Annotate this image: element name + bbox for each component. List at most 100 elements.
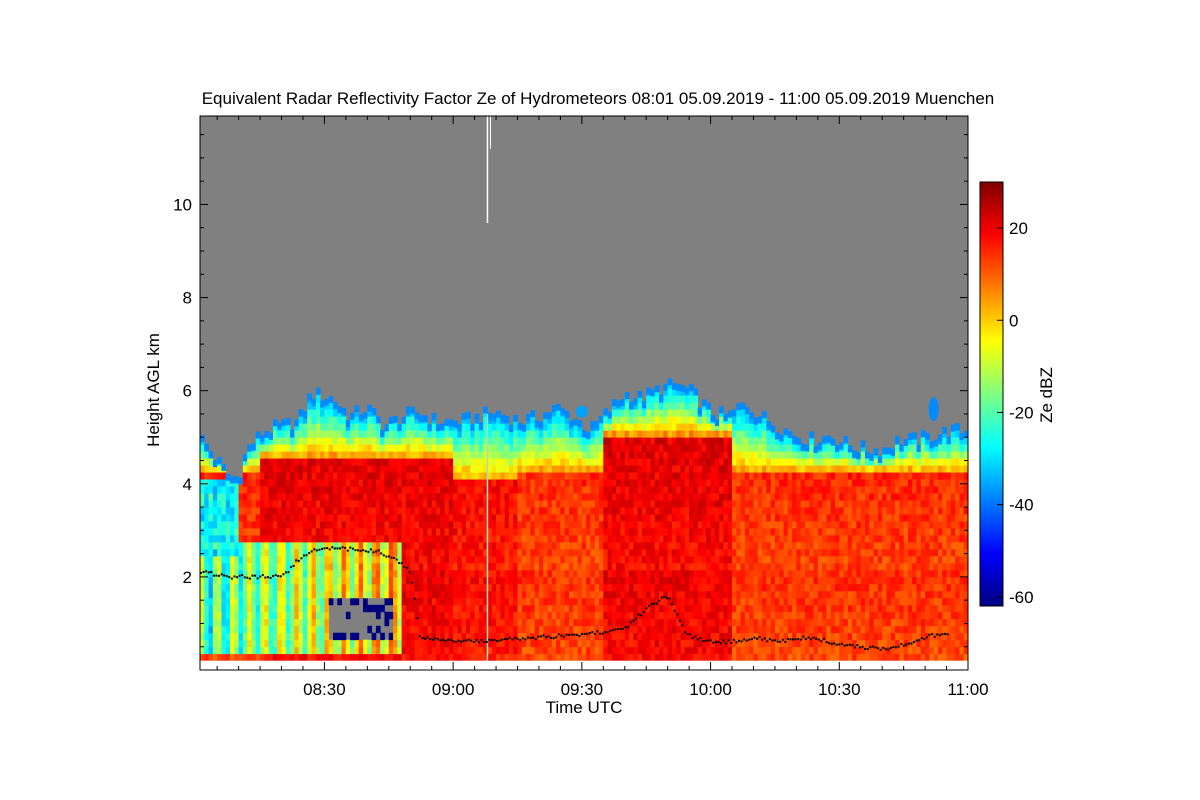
heat-cell bbox=[234, 548, 240, 557]
heat-cell bbox=[809, 507, 814, 515]
heat-cell bbox=[238, 611, 244, 620]
heat-cell bbox=[701, 444, 707, 452]
heat-cell bbox=[294, 639, 300, 648]
heat-cell bbox=[440, 562, 445, 571]
heat-cell bbox=[388, 500, 394, 508]
heat-cell bbox=[242, 646, 248, 655]
heat-cell bbox=[697, 479, 703, 487]
heat-cell bbox=[521, 590, 527, 599]
heat-cell bbox=[654, 639, 660, 648]
heat-cell bbox=[701, 569, 707, 578]
heat-cell bbox=[762, 472, 767, 480]
heat-cell bbox=[423, 479, 428, 487]
heat-cell bbox=[629, 500, 634, 508]
heat-cell bbox=[753, 625, 759, 634]
heat-cell bbox=[800, 604, 806, 613]
heat-cell bbox=[298, 534, 304, 543]
heat-cell bbox=[341, 479, 347, 487]
heat-cell bbox=[732, 639, 737, 648]
heat-cell bbox=[242, 465, 248, 473]
echo-top-edge bbox=[225, 473, 231, 481]
heat-cell bbox=[560, 534, 566, 543]
heat-cell bbox=[242, 541, 248, 550]
heat-cell bbox=[663, 486, 669, 494]
heat-cell bbox=[586, 639, 591, 648]
heat-cell bbox=[272, 653, 278, 662]
heat-cell bbox=[779, 444, 784, 452]
heat-cell bbox=[483, 597, 488, 606]
heat-cell bbox=[461, 507, 467, 515]
heat-cell bbox=[478, 528, 484, 536]
heat-cell bbox=[719, 528, 724, 536]
heat-cell bbox=[212, 534, 218, 543]
heat-cell bbox=[435, 625, 441, 634]
heat-cell bbox=[710, 500, 716, 508]
heat-cell bbox=[397, 576, 403, 585]
heat-cell bbox=[753, 472, 759, 480]
heat-cell bbox=[311, 451, 317, 459]
heat-cell bbox=[333, 486, 338, 494]
heat-cell bbox=[659, 632, 664, 641]
heat-cell bbox=[680, 472, 686, 480]
heat-cell bbox=[405, 618, 411, 627]
heat-cell bbox=[736, 576, 741, 585]
heat-cell bbox=[676, 388, 681, 396]
heat-cell bbox=[504, 423, 510, 431]
heat-cell bbox=[581, 576, 587, 585]
heat-cell bbox=[517, 611, 523, 620]
heat-cell bbox=[676, 416, 681, 424]
heat-cell bbox=[264, 562, 270, 571]
heat-cell bbox=[401, 500, 407, 508]
heat-cell bbox=[435, 493, 441, 501]
heat-cell bbox=[333, 451, 338, 459]
heat-cell bbox=[573, 507, 578, 515]
heat-cell bbox=[251, 562, 257, 571]
heat-cell bbox=[624, 569, 630, 578]
heat-cell bbox=[701, 507, 707, 515]
heat-cell bbox=[762, 437, 767, 445]
heat-cell bbox=[744, 534, 750, 543]
heat-cell bbox=[633, 604, 639, 613]
heat-cell bbox=[448, 618, 454, 627]
heat-cell bbox=[281, 430, 287, 438]
heat-cell bbox=[435, 458, 441, 466]
heat-cell bbox=[212, 507, 218, 515]
heat-cell bbox=[204, 486, 209, 494]
heat-cell bbox=[804, 583, 810, 592]
heat-cell bbox=[732, 576, 737, 585]
heat-cell bbox=[474, 590, 480, 599]
heat-cell bbox=[496, 604, 501, 613]
heat-cell bbox=[221, 541, 227, 550]
heat-cell bbox=[307, 521, 312, 529]
heat-cell bbox=[277, 493, 282, 501]
heat-cell bbox=[474, 493, 480, 501]
heat-cell bbox=[744, 611, 750, 620]
echo-top-edge bbox=[783, 428, 789, 436]
heat-cell bbox=[663, 465, 669, 473]
heat-cell bbox=[260, 555, 265, 564]
heat-cell bbox=[272, 444, 278, 452]
heat-cell bbox=[363, 534, 368, 543]
heat-cell bbox=[556, 423, 561, 431]
heat-cell bbox=[508, 562, 514, 571]
heat-cell bbox=[440, 618, 445, 627]
heat-cell bbox=[654, 458, 660, 466]
heat-cell bbox=[809, 541, 814, 550]
heat-cell bbox=[285, 521, 291, 529]
heat-cell bbox=[534, 437, 540, 445]
heat-cell bbox=[457, 514, 463, 522]
heat-cell bbox=[736, 430, 741, 438]
heat-cell bbox=[753, 528, 759, 536]
heat-cell bbox=[646, 493, 651, 501]
heat-cell bbox=[418, 569, 424, 578]
heat-cell bbox=[470, 430, 475, 438]
heat-cell bbox=[337, 576, 342, 585]
heat-cell bbox=[526, 430, 531, 438]
heat-cell bbox=[637, 646, 643, 655]
heat-cell bbox=[517, 548, 523, 557]
heat-cell bbox=[564, 500, 570, 508]
echo-top-edge bbox=[667, 378, 673, 386]
heat-cell bbox=[697, 430, 703, 438]
heat-cell bbox=[247, 465, 252, 473]
